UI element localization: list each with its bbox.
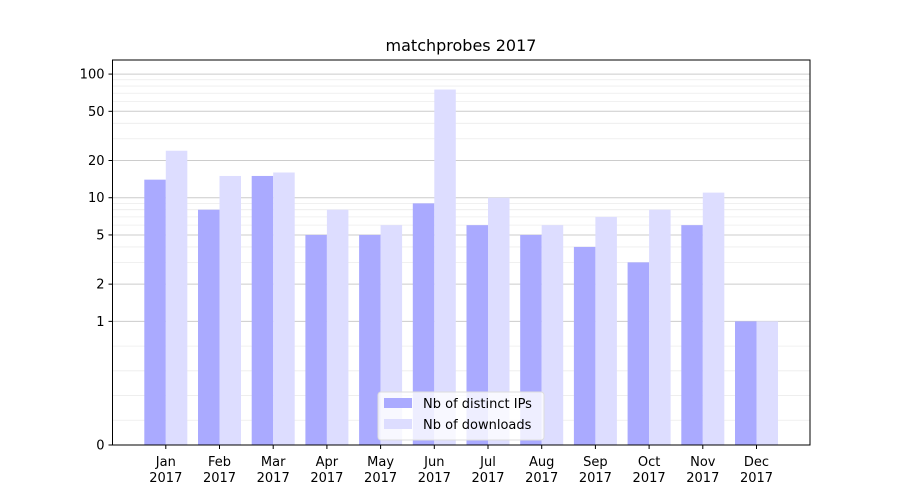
x-tick-label-month: Apr (316, 455, 339, 470)
bar-distinct-ips (198, 209, 220, 445)
bar-downloads (326, 209, 349, 445)
legend: Nb of distinct IPs Nb of downloads (377, 391, 545, 441)
y-tick-label: 5 (96, 228, 104, 243)
bar-downloads (488, 197, 510, 445)
x-tick-label-month: Jun (423, 455, 444, 470)
y-tick-label: 0 (96, 439, 104, 454)
bar-downloads (756, 321, 778, 445)
bar-downloads (595, 216, 617, 445)
y-tick-label: 100 (80, 68, 105, 83)
chart-title: matchprobes 2017 (386, 36, 537, 55)
x-tick-label-year: 2017 (310, 471, 343, 486)
bar-downloads (702, 192, 725, 445)
x-tick-label-month: Jan (155, 455, 176, 470)
x-tick-label-year: 2017 (633, 471, 666, 486)
bar-distinct-ips (681, 225, 703, 445)
x-tick-label-month: Feb (208, 455, 231, 470)
y-tick-label: 20 (88, 154, 105, 169)
x-tick-label-month: Nov (690, 455, 716, 470)
x-tick-label-year: 2017 (525, 471, 558, 486)
x-tick-label-year: 2017 (740, 471, 773, 486)
x-tick-label-month: Oct (638, 455, 660, 470)
bar-distinct-ips (466, 225, 488, 445)
bar-downloads (273, 172, 295, 446)
bar-downloads (649, 209, 671, 445)
y-axis: 0 1 2 5 10 20 50 100 (80, 68, 113, 454)
x-tick-label-year: 2017 (203, 471, 236, 486)
legend-box (377, 391, 545, 441)
bar-downloads (541, 225, 564, 445)
x-tick-label-year: 2017 (579, 471, 612, 486)
y-tick-label: 50 (88, 105, 105, 120)
bar-distinct-ips (144, 179, 166, 446)
bars (144, 89, 778, 446)
x-tick-label-year: 2017 (471, 471, 504, 486)
x-tick-label-month: May (367, 455, 394, 470)
x-tick-label-month: Mar (261, 455, 286, 470)
bar-downloads (219, 175, 241, 445)
y-tick-label: 2 (96, 278, 104, 293)
x-tick-label-month: Jul (479, 455, 496, 470)
bar-distinct-ips (735, 321, 757, 445)
bar-distinct-ips (305, 234, 327, 445)
bar-distinct-ips (251, 175, 274, 445)
x-axis: Jan2017Feb2017Mar2017Apr2017May2017Jun20… (149, 445, 773, 486)
legend-label: Nb of downloads (423, 418, 532, 433)
bar-downloads (380, 225, 403, 445)
bar-distinct-ips (359, 234, 381, 445)
x-tick-label-month: Sep (583, 455, 608, 470)
legend-swatch (384, 398, 412, 408)
x-tick-label-year: 2017 (686, 471, 719, 486)
x-tick-label-month: Dec (744, 455, 769, 470)
bar-distinct-ips (627, 262, 650, 445)
x-tick-label-month: Aug (529, 455, 554, 470)
y-tick-label: 10 (88, 191, 105, 206)
bar-distinct-ips (412, 203, 435, 445)
bar-downloads (434, 89, 456, 445)
legend-label: Nb of distinct IPs (423, 397, 532, 412)
legend-swatch (384, 419, 412, 429)
x-tick-label-year: 2017 (257, 471, 290, 486)
x-tick-label-year: 2017 (364, 471, 397, 486)
x-tick-label-year: 2017 (418, 471, 451, 486)
y-tick-label: 1 (96, 315, 104, 330)
plot-frame (112, 59, 811, 446)
bar-distinct-ips (573, 246, 596, 445)
x-tick-label-year: 2017 (149, 471, 182, 486)
bar-downloads (165, 150, 188, 445)
